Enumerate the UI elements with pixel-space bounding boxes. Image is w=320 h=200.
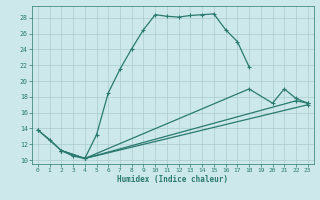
X-axis label: Humidex (Indice chaleur): Humidex (Indice chaleur): [117, 175, 228, 184]
